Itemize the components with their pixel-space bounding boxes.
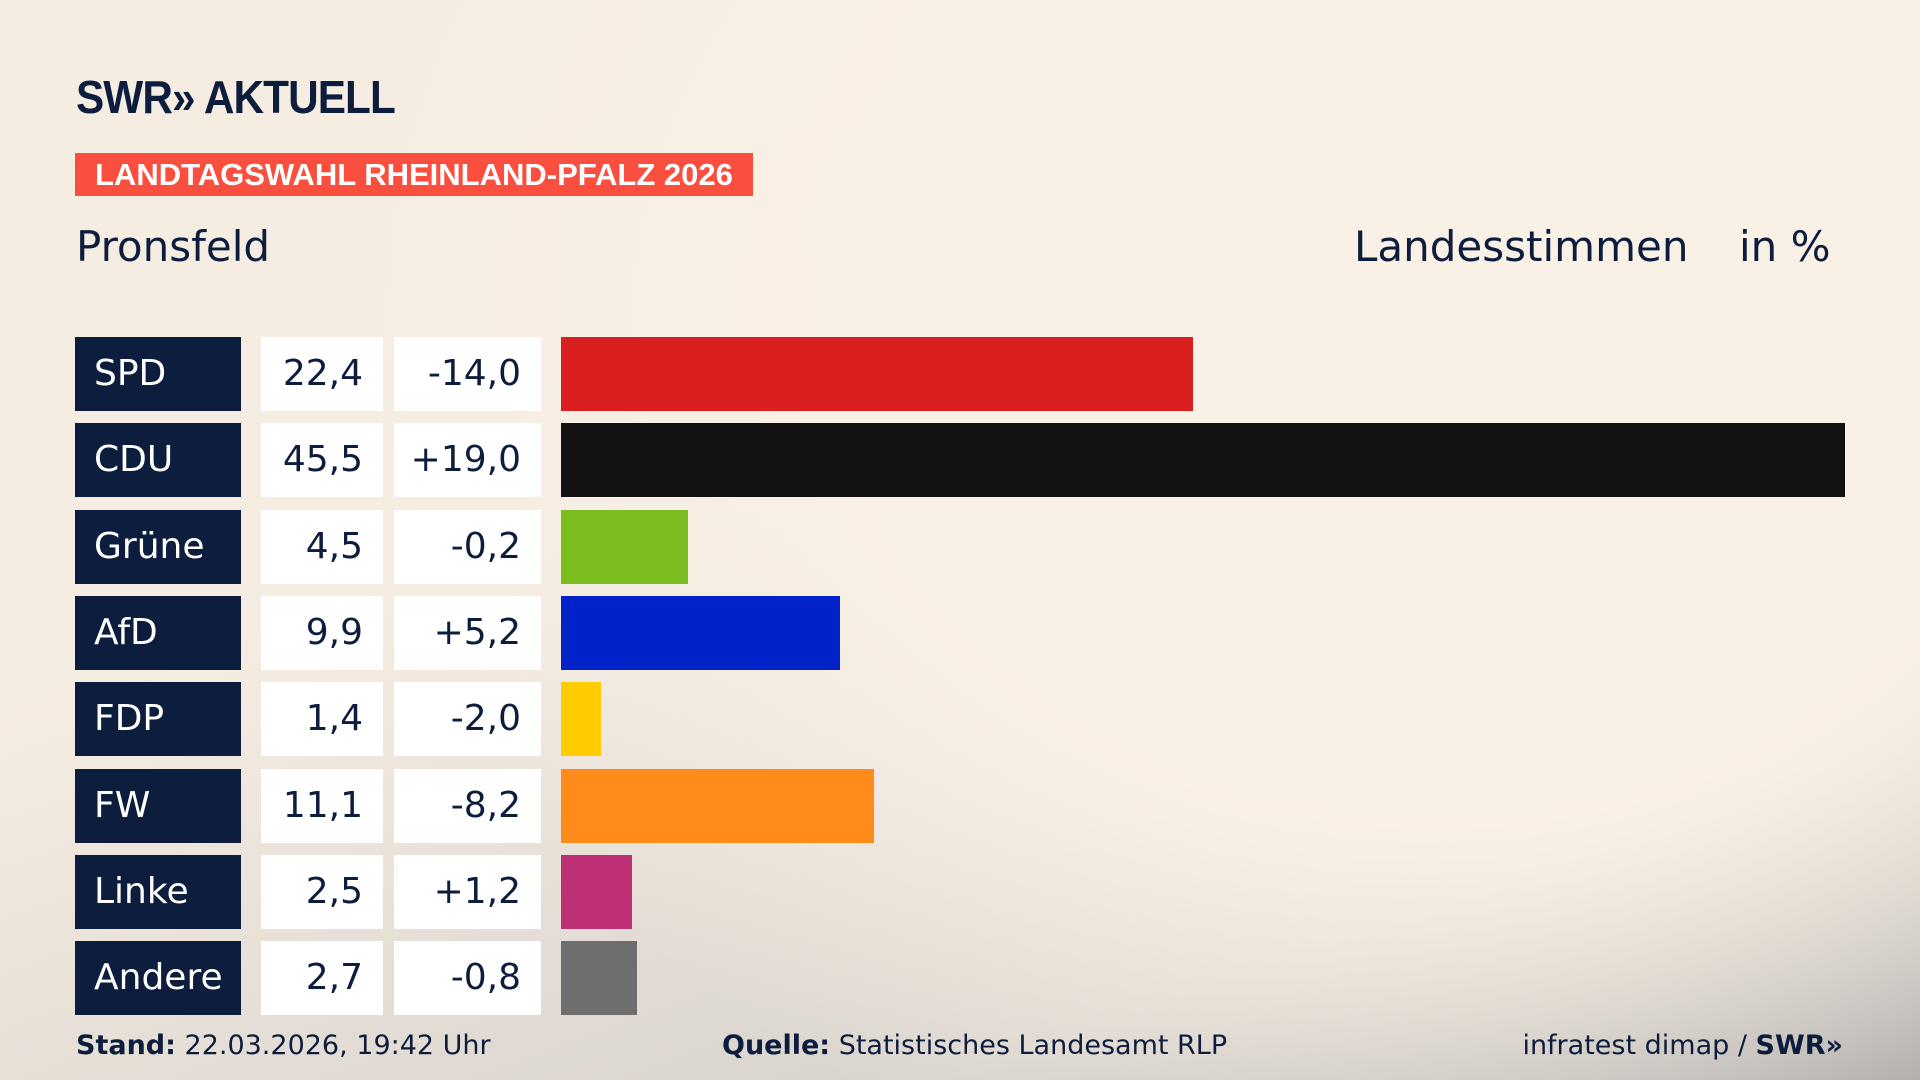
party-label: CDU bbox=[75, 423, 241, 498]
diff-label: -2,0 bbox=[394, 682, 541, 757]
bar-linke bbox=[561, 854, 632, 929]
party-label: FW bbox=[75, 768, 241, 843]
diff-label: +5,2 bbox=[394, 595, 541, 670]
diff-label: -0,2 bbox=[394, 509, 541, 584]
value-label: 2,5 bbox=[261, 854, 383, 929]
diff-label: -14,0 bbox=[394, 337, 541, 411]
value-label: 11,1 bbox=[261, 768, 383, 843]
diff-label: +1,2 bbox=[394, 854, 541, 929]
party-label: Andere bbox=[75, 941, 241, 1016]
party-label: SPD bbox=[75, 337, 241, 411]
column-label: Landesstimmen bbox=[1354, 222, 1689, 271]
stand-label: Stand: bbox=[76, 1030, 176, 1061]
place-title: Pronsfeld bbox=[76, 222, 271, 271]
swr-aktuell-logo: SWR» AKTUELL bbox=[76, 71, 396, 123]
diff-label: -0,8 bbox=[394, 941, 541, 1016]
credit: infratest dimap / SWR» bbox=[1522, 1030, 1843, 1061]
value-label: 4,5 bbox=[261, 509, 383, 584]
diff-label: -8,2 bbox=[394, 768, 541, 843]
bar-fw bbox=[561, 768, 875, 843]
party-label: Linke bbox=[75, 854, 241, 929]
party-label: FDP bbox=[75, 682, 241, 757]
bar-fdp bbox=[561, 682, 601, 757]
value-label: 9,9 bbox=[261, 595, 383, 670]
value-label: 1,4 bbox=[261, 682, 383, 757]
party-label: Grüne bbox=[75, 509, 241, 584]
credit-text: infratest dimap / bbox=[1522, 1030, 1756, 1061]
swr-logo: SWR» bbox=[1755, 1030, 1843, 1061]
source-label: Quelle: bbox=[722, 1030, 831, 1061]
party-label: AfD bbox=[75, 595, 241, 670]
timestamp: Stand: 22.03.2026, 19:42 Uhr bbox=[76, 1030, 491, 1061]
stand-value: 22.03.2026, 19:42 Uhr bbox=[184, 1030, 491, 1061]
unit-label: in % bbox=[1739, 222, 1831, 271]
value-label: 22,4 bbox=[261, 337, 383, 411]
source: Quelle: Statistisches Landesamt RLP bbox=[722, 1030, 1227, 1061]
bar-andere bbox=[561, 941, 638, 1016]
value-label: 2,7 bbox=[261, 941, 383, 1016]
source-value: Statistisches Landesamt RLP bbox=[838, 1030, 1228, 1061]
bar-grüne bbox=[561, 509, 688, 584]
diff-label: +19,0 bbox=[394, 423, 541, 498]
election-banner: LANDTAGSWAHL RHEINLAND-PFALZ 2026 bbox=[75, 153, 753, 196]
bar-spd bbox=[561, 337, 1194, 411]
bar-cdu bbox=[561, 423, 1845, 498]
value-label: 45,5 bbox=[261, 423, 383, 498]
bar-afd bbox=[561, 595, 841, 670]
